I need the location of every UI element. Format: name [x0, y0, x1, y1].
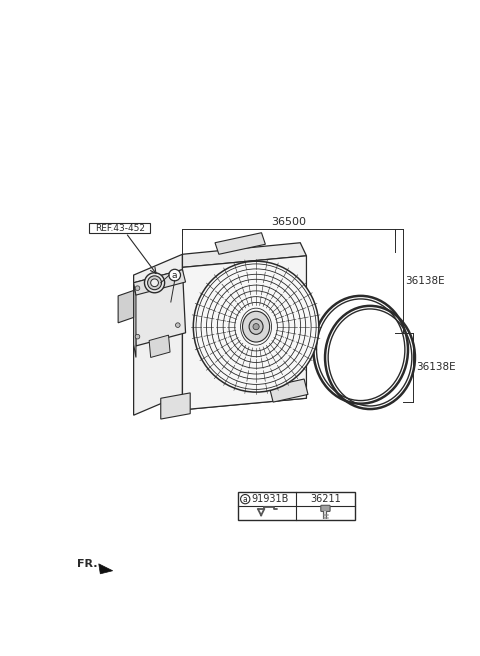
- Circle shape: [169, 270, 180, 281]
- Polygon shape: [215, 233, 265, 255]
- Polygon shape: [269, 379, 308, 402]
- Ellipse shape: [147, 276, 162, 290]
- Text: 36138E: 36138E: [406, 276, 445, 286]
- Text: a: a: [243, 495, 248, 504]
- Text: REF.43-452: REF.43-452: [95, 224, 144, 233]
- Circle shape: [176, 273, 180, 277]
- Ellipse shape: [151, 279, 158, 287]
- Text: a: a: [172, 270, 178, 279]
- Polygon shape: [182, 256, 306, 410]
- Polygon shape: [161, 393, 190, 419]
- Polygon shape: [133, 270, 186, 295]
- FancyBboxPatch shape: [321, 505, 330, 512]
- Polygon shape: [99, 564, 113, 574]
- Circle shape: [240, 495, 250, 504]
- Polygon shape: [133, 255, 182, 415]
- Text: 36211: 36211: [310, 494, 341, 504]
- Circle shape: [135, 335, 140, 339]
- Text: 36500: 36500: [271, 216, 306, 226]
- Text: 36138E: 36138E: [416, 363, 456, 373]
- Text: FR.: FR.: [77, 559, 97, 569]
- Polygon shape: [182, 383, 306, 410]
- Ellipse shape: [249, 319, 263, 335]
- FancyBboxPatch shape: [89, 223, 150, 233]
- Circle shape: [176, 323, 180, 327]
- Polygon shape: [149, 335, 170, 358]
- Circle shape: [253, 323, 259, 330]
- Ellipse shape: [144, 273, 165, 293]
- Polygon shape: [182, 243, 306, 268]
- Bar: [238, 492, 355, 520]
- Ellipse shape: [193, 261, 319, 392]
- Circle shape: [135, 286, 140, 291]
- Polygon shape: [118, 291, 133, 323]
- Text: 91931B: 91931B: [252, 494, 289, 504]
- Polygon shape: [133, 270, 186, 346]
- Ellipse shape: [242, 311, 270, 342]
- Polygon shape: [133, 283, 136, 358]
